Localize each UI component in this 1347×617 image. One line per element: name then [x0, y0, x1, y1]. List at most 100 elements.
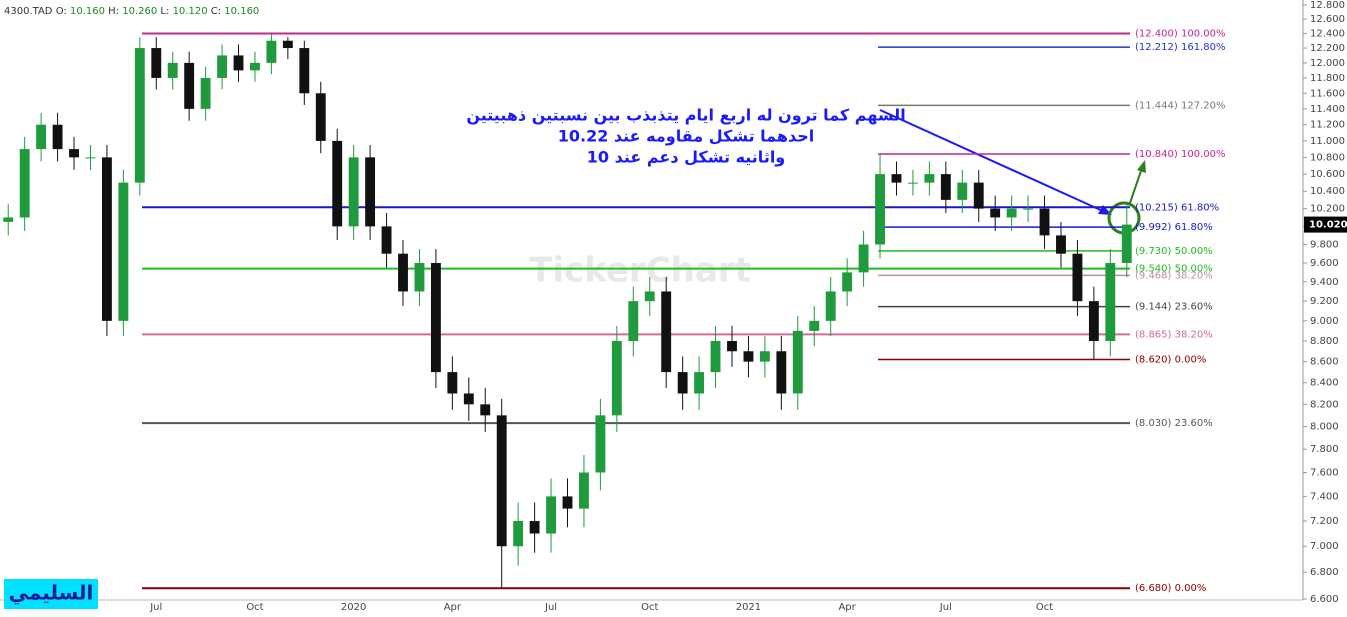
y-tick-label: 12.600	[1310, 14, 1345, 25]
annotation-line: السهم كما ترون له اربع ايام يتذبذب بين ن…	[466, 106, 905, 125]
y-tick-label: 11.400	[1310, 104, 1345, 115]
y-tick-label: 10.400	[1310, 186, 1345, 197]
y-tick-label: 11.000	[1310, 136, 1345, 147]
candle-body	[579, 472, 589, 509]
y-tick-label: 12.000	[1310, 58, 1345, 69]
header-text: L:	[160, 6, 169, 17]
signature-box	[4, 579, 98, 609]
fib-label: (10.215) 61.80%	[1135, 202, 1219, 213]
last-price-label: 10.020	[1309, 220, 1347, 231]
x-tick-label: Jul	[544, 602, 557, 613]
candle-body	[184, 62, 195, 109]
candle-body	[496, 415, 507, 547]
y-tick-label: 9.200	[1310, 296, 1339, 307]
candle-body	[611, 341, 622, 416]
fib-label: (8.865) 38.20%	[1135, 329, 1213, 340]
watermark: TickerChart	[529, 251, 751, 291]
candle-body	[727, 341, 737, 352]
candle-body	[19, 149, 30, 218]
target-arrow	[1129, 167, 1143, 204]
candle-body	[266, 40, 277, 63]
candle-body	[529, 520, 540, 534]
y-tick-label: 12.800	[1310, 0, 1345, 11]
header-text: 4300.TAD	[4, 6, 53, 17]
header: 4300.TAD O: 10.160 H: 10.260 L: 10.120 C…	[4, 6, 259, 17]
candle-body	[973, 182, 984, 209]
candle-body	[134, 48, 145, 183]
candle-body	[430, 262, 441, 373]
fib-label: (9.730) 50.00%	[1135, 246, 1213, 257]
candle-body	[1088, 301, 1099, 342]
annotation-line: واثانيه تشكل دعم عند 10	[587, 148, 786, 167]
signature: السليمي	[9, 581, 94, 606]
candle-body	[595, 415, 606, 473]
x-tick-label: Oct	[1036, 602, 1053, 613]
y-tick-label: 9.800	[1310, 239, 1339, 250]
candle-body	[924, 174, 935, 183]
header-text: 10.160	[224, 6, 259, 17]
candle-body	[1056, 235, 1066, 254]
candle-body	[759, 351, 770, 362]
candle-body	[480, 404, 491, 416]
y-tick-label: 9.600	[1310, 258, 1339, 269]
fib-label: (6.680) 0.00%	[1135, 583, 1206, 594]
fib-label: (11.444) 127.20%	[1135, 100, 1225, 111]
fib-label: (10.840) 100.00%	[1135, 149, 1225, 160]
y-tick-label: 8.200	[1310, 399, 1339, 410]
header-text: 10.160	[70, 6, 105, 17]
candle-body	[217, 55, 227, 78]
annotation-line: احدهما تشكل مقاومه عند 10.22	[558, 127, 815, 146]
candle-body	[842, 272, 853, 292]
candle-body	[85, 157, 96, 159]
fib-label: (8.030) 23.60%	[1135, 418, 1213, 429]
x-tick-label: Oct	[246, 602, 263, 613]
y-tick-label: 11.200	[1310, 120, 1345, 131]
y-tick-label: 7.200	[1310, 516, 1339, 527]
y-tick-label: 10.800	[1310, 152, 1345, 163]
candle-body	[381, 226, 392, 254]
y-tick-label: 9.000	[1310, 316, 1339, 327]
candle-body	[710, 341, 721, 373]
arrow-head	[1137, 160, 1146, 173]
candle-body	[463, 393, 474, 405]
candle-body	[365, 157, 376, 227]
candle-body	[875, 174, 885, 245]
annotation: السهم كما ترون له اربع ايام يتذبذب بين ن…	[466, 106, 905, 167]
x-tick-label: Jul	[939, 602, 952, 613]
header-text: 10.120	[173, 6, 208, 17]
header-text: 10.260	[122, 6, 157, 17]
candle-body	[1121, 224, 1132, 263]
fib-label: (8.620) 0.00%	[1135, 355, 1206, 366]
header-text: C:	[211, 6, 221, 17]
candle-body	[447, 372, 458, 394]
candle-body	[940, 174, 951, 200]
annotation-arrow	[879, 109, 1106, 213]
y-tick-label: 12.200	[1310, 43, 1345, 54]
candle-body	[118, 182, 129, 321]
candle-body	[858, 244, 869, 273]
candle-body	[332, 140, 343, 227]
candle-body	[1105, 262, 1116, 342]
x-tick-label: Jul	[149, 602, 162, 613]
candle-body	[809, 320, 820, 331]
candle-body	[52, 124, 63, 150]
candle-body	[792, 330, 803, 394]
y-tick-label: 8.400	[1310, 378, 1339, 389]
y-tick-label: 10.200	[1310, 204, 1345, 215]
candle-body	[36, 124, 47, 150]
candle-body	[1039, 208, 1050, 236]
candle-body	[69, 149, 79, 158]
candle-body	[1023, 208, 1034, 210]
candle-body	[414, 262, 425, 292]
last-price-tag	[1304, 216, 1347, 233]
y-tick-label: 7.400	[1310, 491, 1339, 502]
y-tick-label: 11.600	[1310, 88, 1345, 99]
candle-body	[694, 372, 705, 394]
fib-label: (12.212) 161.80%	[1135, 42, 1225, 53]
candle-body	[677, 372, 688, 394]
candle-body	[282, 40, 293, 49]
candle-body	[644, 291, 655, 302]
x-tick-label: Apr	[444, 602, 462, 613]
candle-body	[990, 208, 1001, 218]
